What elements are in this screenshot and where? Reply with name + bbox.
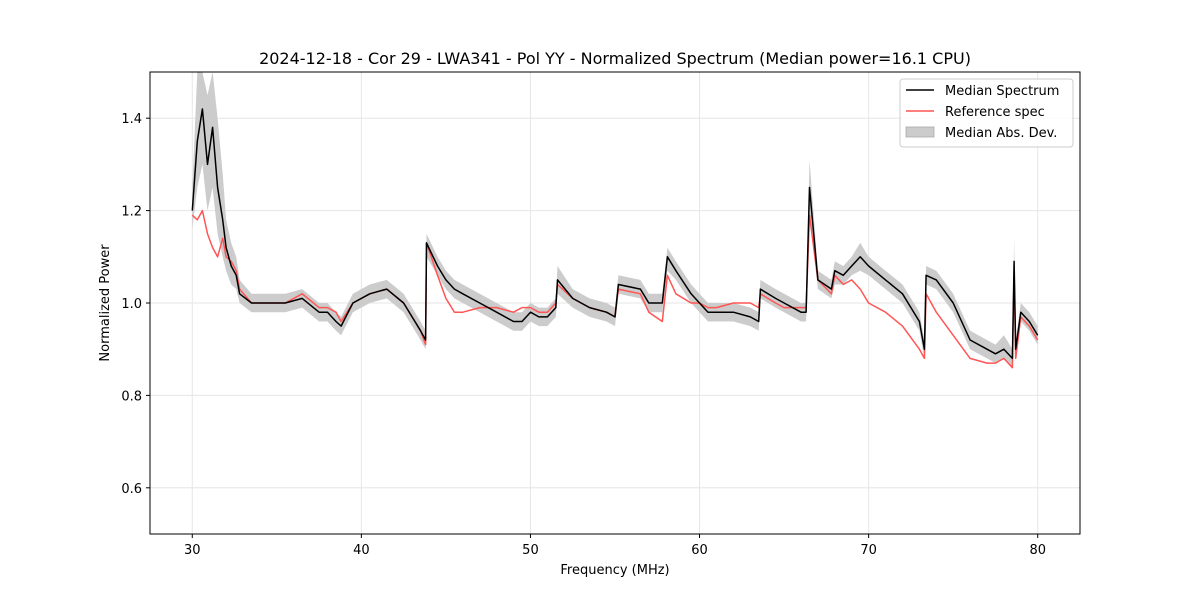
y-tick-label: 0.6 <box>121 482 142 497</box>
x-tick-label: 80 <box>1029 543 1046 558</box>
y-axis-ticks: 0.6 0.8 1.0 1.2 1.4 <box>121 112 150 497</box>
x-axis-ticks: 30 40 50 60 70 80 <box>184 534 1046 558</box>
median-abs-dev-band <box>192 72 1038 368</box>
legend-box <box>899 78 1074 148</box>
y-tick-label: 1.0 <box>121 297 142 312</box>
legend: Median Spectrum Reference spec Median Ab… <box>899 78 1074 148</box>
legend-mad-label: Median Abs. Dev. <box>945 126 1057 141</box>
x-tick-label: 60 <box>691 543 708 558</box>
y-tick-label: 1.4 <box>121 112 142 127</box>
legend-mad-swatch <box>905 126 935 138</box>
x-tick-label: 40 <box>353 543 370 558</box>
y-tick-label: 1.2 <box>121 205 142 220</box>
chart-title: 2024-12-18 - Cor 29 - LWA341 - Pol YY - … <box>259 49 971 68</box>
y-tick-label: 0.8 <box>121 389 142 404</box>
legend-median-label: Median Spectrum <box>945 84 1059 99</box>
y-axis-title: Normalized Power <box>98 244 113 362</box>
x-tick-label: 50 <box>522 543 539 558</box>
legend-reference-label: Reference spec <box>945 105 1045 120</box>
x-tick-label: 30 <box>184 543 201 558</box>
x-tick-label: 70 <box>860 543 877 558</box>
reference-spec-line <box>191 209 1039 369</box>
x-axis-title: Frequency (MHz) <box>560 563 669 578</box>
median-spectrum-line <box>191 108 1039 360</box>
